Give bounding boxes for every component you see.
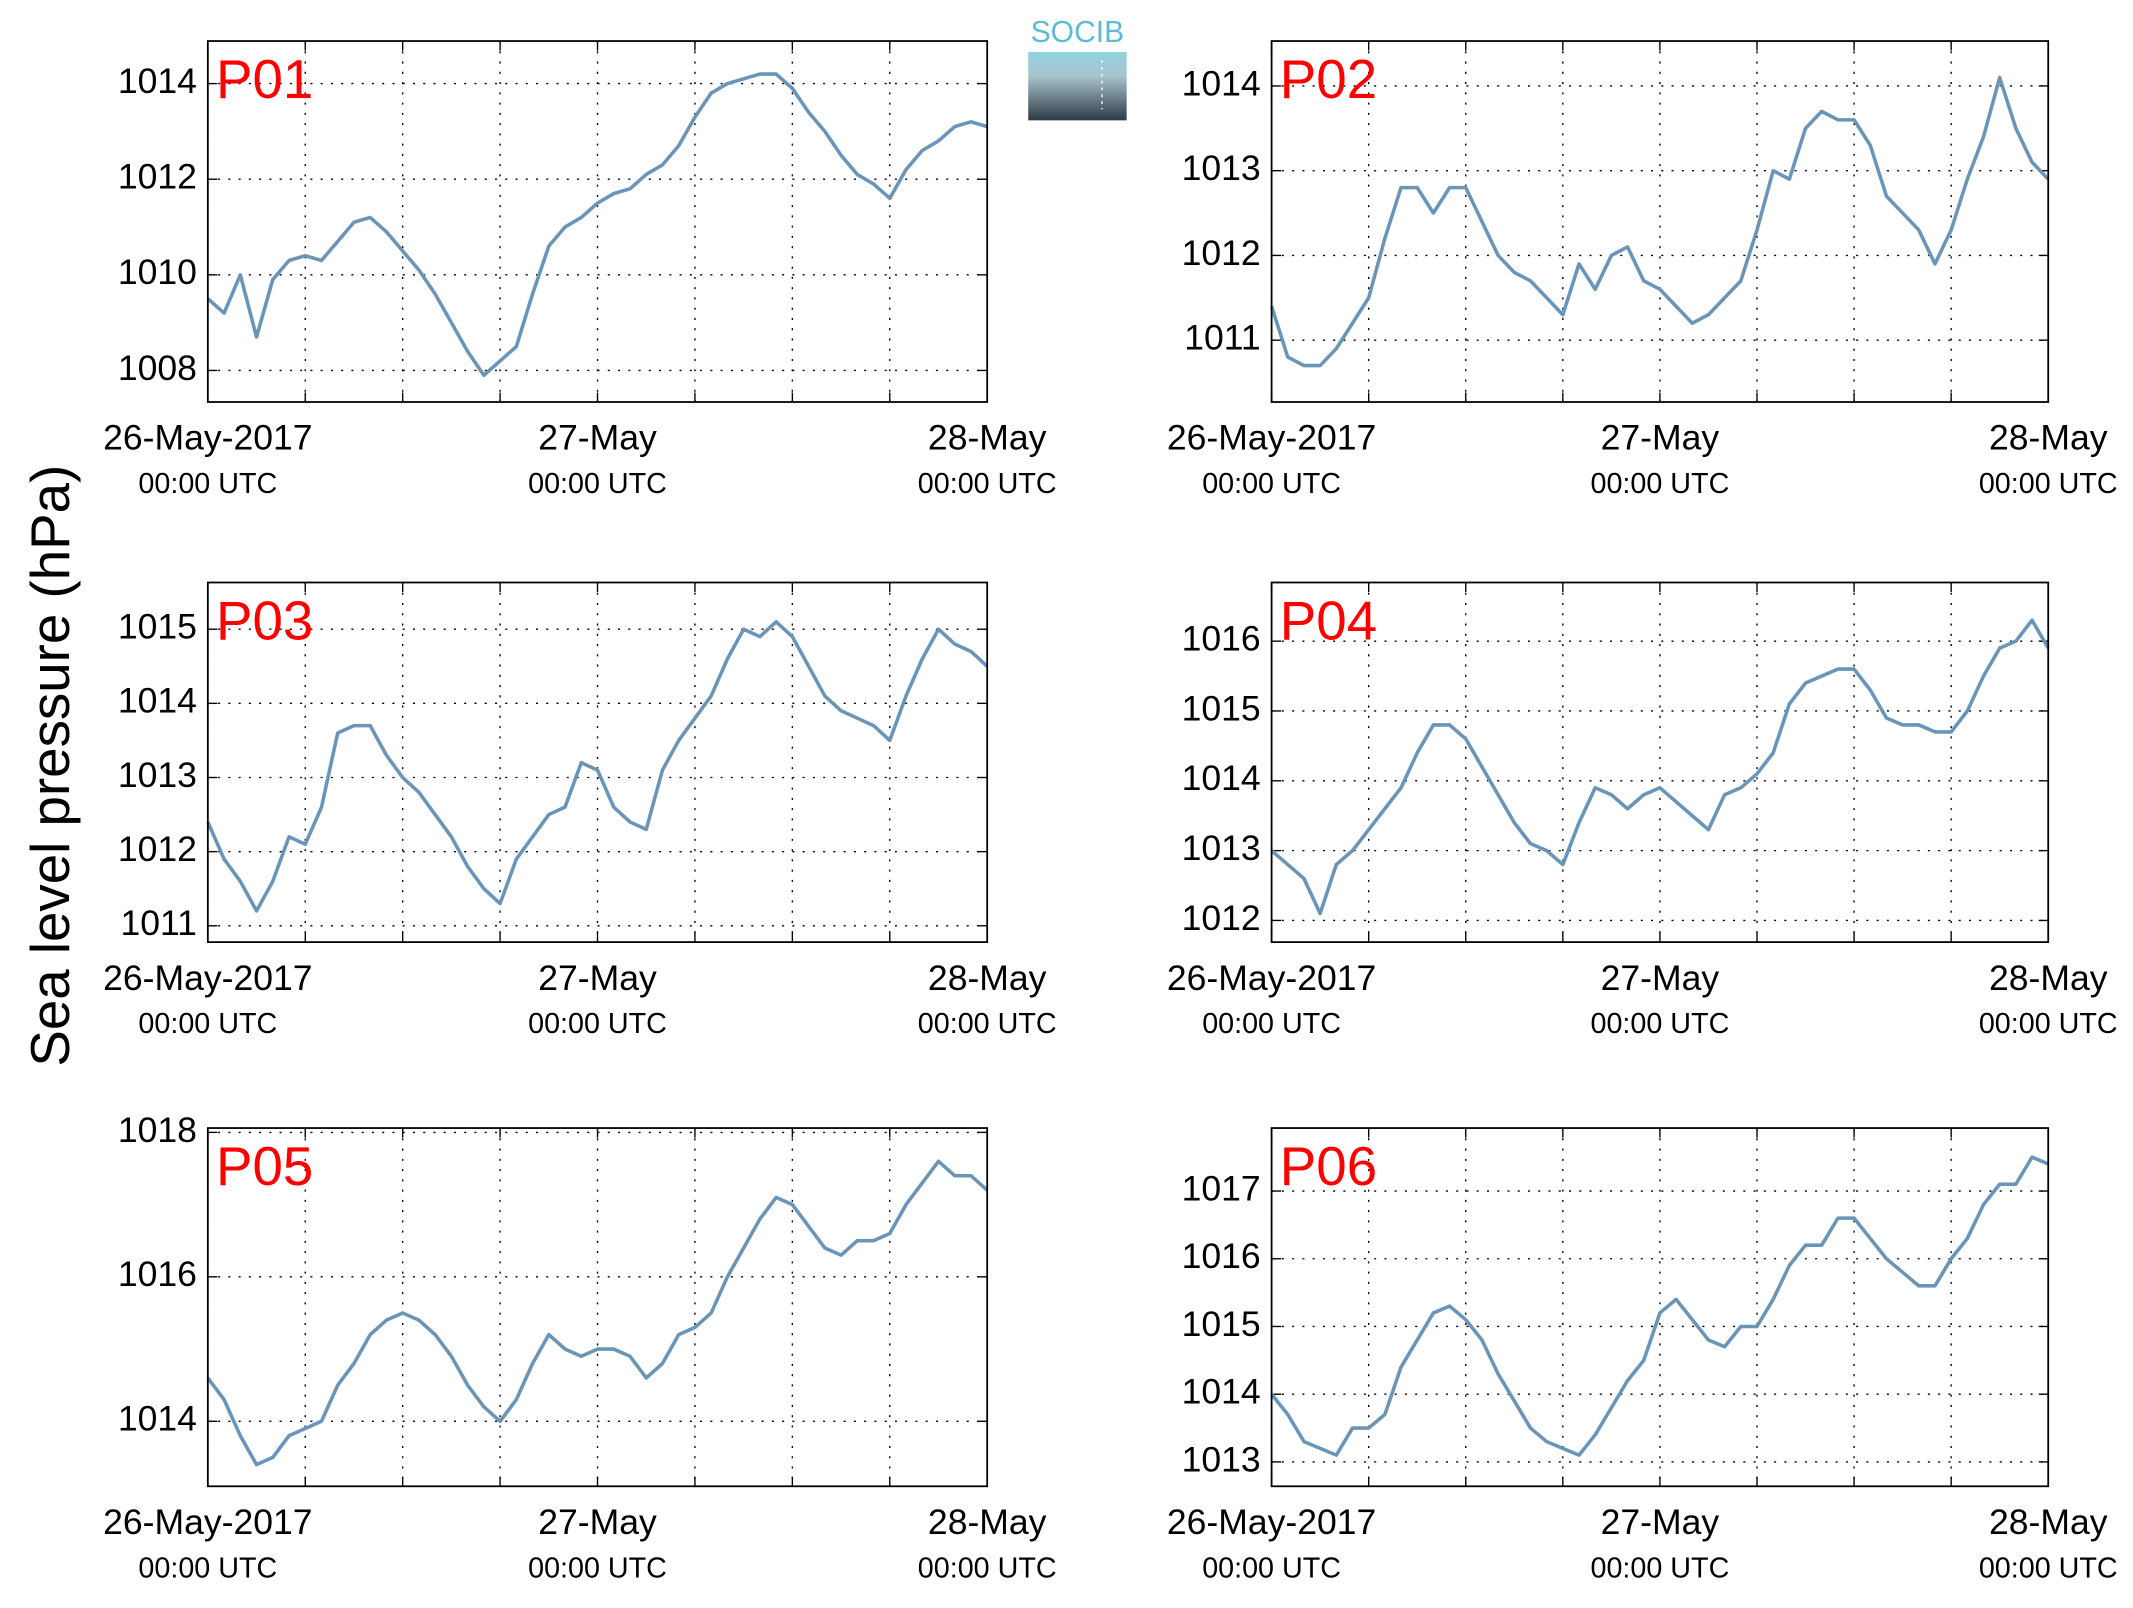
panel-title: P04 bbox=[1280, 589, 1377, 651]
plot-frame bbox=[1270, 40, 2050, 403]
y-tick-label: 1012 bbox=[1182, 233, 1261, 273]
plot-frame bbox=[1270, 581, 2050, 943]
x-tick-sublabel: 00:00 UTC bbox=[1591, 1552, 1730, 1584]
panel-title: P01 bbox=[216, 48, 313, 110]
x-tick-label: 28-May bbox=[1989, 1502, 2108, 1542]
data-line bbox=[1269, 75, 2050, 368]
plot-frame bbox=[206, 581, 989, 943]
x-tick-sublabel: 00:00 UTC bbox=[1202, 1008, 1341, 1040]
logo: SOCIB bbox=[1028, 16, 1127, 121]
y-axis-label: Sea level pressure (hPa) bbox=[19, 465, 81, 1067]
y-tick-label: 1014 bbox=[1182, 758, 1261, 798]
panel-title: P03 bbox=[216, 589, 313, 651]
y-tick-label: 1012 bbox=[1182, 898, 1261, 938]
y-tick-label: 1016 bbox=[1182, 619, 1261, 659]
y-tick-label: 1011 bbox=[1184, 318, 1260, 358]
data-line bbox=[206, 72, 988, 378]
data-line bbox=[206, 1159, 989, 1467]
panel: 1012 1013 1014 1015 1016 26-May-2017 00:00 UTC… bbox=[1167, 581, 2118, 1040]
panel: 1011 1012 1013 1014 1015 26-May-2017 00:00 UTC… bbox=[103, 581, 1057, 1040]
x-tick-sublabel: 00:00 UTC bbox=[918, 1552, 1057, 1584]
x-tick-sublabel: 00:00 UTC bbox=[1202, 468, 1341, 500]
data-line bbox=[1270, 1155, 2049, 1457]
data-line bbox=[1270, 618, 2050, 916]
panel-title: P02 bbox=[1280, 48, 1377, 110]
y-tick-label: 1014 bbox=[118, 681, 197, 721]
x-tick-label: 27-May bbox=[1601, 1502, 1720, 1542]
y-tick-label: 1014 bbox=[118, 61, 197, 101]
x-tick-sublabel: 00:00 UTC bbox=[918, 468, 1057, 500]
x-tick-sublabel: 00:00 UTC bbox=[918, 1008, 1057, 1040]
x-tick-label: 27-May bbox=[538, 1502, 657, 1542]
y-tick-label: 1016 bbox=[1182, 1236, 1261, 1276]
x-tick-sublabel: 00:00 UTC bbox=[1591, 1008, 1730, 1040]
y-tick-label: 1014 bbox=[118, 1399, 197, 1439]
plot-frame bbox=[206, 40, 989, 403]
x-tick-label: 27-May bbox=[538, 958, 657, 998]
y-tick-label: 1015 bbox=[1182, 688, 1261, 728]
x-tick-sublabel: 00:00 UTC bbox=[1591, 468, 1730, 500]
panel: 1008 1010 1012 1014 26-May-2017 00:00 UTC 27-M… bbox=[103, 40, 1057, 500]
y-tick-label: 1008 bbox=[118, 348, 197, 388]
x-tick-sublabel: 00:00 UTC bbox=[138, 468, 277, 500]
panel: 1013 1014 1015 1016 1017 26-May-2017 00:00 UTC… bbox=[1167, 1127, 2118, 1584]
x-tick-label: 26-May-2017 bbox=[103, 958, 312, 998]
y-tick-label: 1013 bbox=[118, 755, 197, 795]
x-tick-sublabel: 00:00 UTC bbox=[1979, 468, 2118, 500]
x-tick-sublabel: 00:00 UTC bbox=[138, 1552, 277, 1584]
x-tick-sublabel: 00:00 UTC bbox=[528, 468, 667, 500]
y-tick-label: 1015 bbox=[1182, 1304, 1261, 1344]
x-tick-label: 28-May bbox=[928, 958, 1047, 998]
y-tick-label: 1018 bbox=[118, 1110, 197, 1150]
plot-frame bbox=[1270, 1127, 2050, 1488]
panel: 1011 1012 1013 1014 26-May-2017 00:00 UTC 27-M… bbox=[1167, 40, 2118, 500]
panel-title: P05 bbox=[216, 1135, 313, 1197]
x-tick-label: 27-May bbox=[1601, 418, 1720, 458]
x-tick-sublabel: 00:00 UTC bbox=[138, 1008, 277, 1040]
y-tick-label: 1015 bbox=[118, 607, 197, 647]
x-tick-sublabel: 00:00 UTC bbox=[1979, 1008, 2118, 1040]
x-tick-label: 28-May bbox=[1989, 418, 2108, 458]
logo-text: SOCIB bbox=[1031, 16, 1125, 49]
plot-frame bbox=[206, 1127, 989, 1488]
y-tick-label: 1013 bbox=[1182, 828, 1261, 868]
y-tick-label: 1010 bbox=[118, 252, 197, 292]
y-tick-label: 1016 bbox=[118, 1254, 197, 1294]
x-tick-sublabel: 00:00 UTC bbox=[528, 1552, 667, 1584]
logo-box bbox=[1028, 51, 1127, 121]
x-tick-sublabel: 00:00 UTC bbox=[528, 1008, 667, 1040]
data-line bbox=[206, 620, 989, 913]
y-tick-label: 1017 bbox=[1182, 1168, 1261, 1208]
y-tick-label: 1012 bbox=[118, 157, 197, 197]
x-tick-label: 28-May bbox=[1989, 958, 2108, 998]
x-tick-label: 26-May-2017 bbox=[1167, 418, 1376, 458]
y-tick-label: 1014 bbox=[1182, 63, 1261, 103]
x-tick-label: 26-May-2017 bbox=[1167, 958, 1376, 998]
y-tick-label: 1013 bbox=[1182, 1439, 1261, 1479]
y-tick-label: 1014 bbox=[1182, 1372, 1261, 1412]
x-tick-label: 27-May bbox=[1601, 958, 1720, 998]
y-tick-label: 1011 bbox=[120, 903, 196, 943]
y-tick-label: 1013 bbox=[1182, 148, 1261, 188]
x-tick-label: 28-May bbox=[928, 1502, 1047, 1542]
x-tick-label: 26-May-2017 bbox=[103, 1502, 312, 1542]
x-tick-label: 28-May bbox=[928, 418, 1047, 458]
panel: 1014 1016 1018 26-May-2017 00:00 UTC 27-May 00… bbox=[103, 1110, 1056, 1584]
x-tick-sublabel: 00:00 UTC bbox=[1979, 1552, 2118, 1584]
x-tick-sublabel: 00:00 UTC bbox=[1202, 1552, 1341, 1584]
panel-title: P06 bbox=[1280, 1135, 1377, 1197]
x-tick-label: 27-May bbox=[538, 418, 657, 458]
x-tick-label: 26-May-2017 bbox=[1167, 1502, 1376, 1542]
y-tick-label: 1012 bbox=[118, 829, 197, 869]
x-tick-label: 26-May-2017 bbox=[103, 418, 312, 458]
